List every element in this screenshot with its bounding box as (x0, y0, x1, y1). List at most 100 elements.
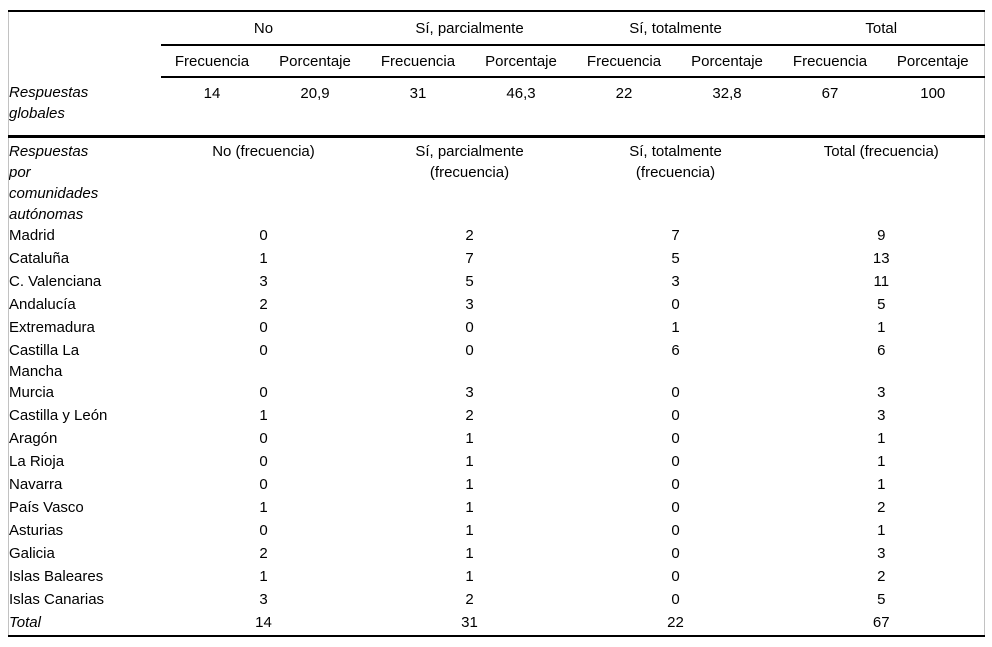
value-si-totalmente: 7 (671, 227, 680, 244)
subheader-porcentaje: Porcentaje (675, 45, 779, 78)
value-no: 0 (259, 227, 268, 244)
table-row: Galicia 2 1 0 3 (9, 543, 985, 566)
global-value: 20,9 (263, 77, 367, 138)
table-row: Extremadura 0 0 1 1 (9, 317, 985, 340)
value-si-totalmente: 1 (671, 319, 680, 336)
value-si-parcialmente: 0 (465, 319, 474, 336)
global-value: 14 (160, 77, 264, 138)
value-total: 5 (877, 591, 886, 608)
region-label: Andalucía (9, 296, 76, 313)
value-no: 0 (259, 384, 268, 401)
value-no: 3 (259, 591, 268, 608)
row-label-total: Total (8, 612, 161, 637)
value-si-parcialmente: 1 (465, 522, 474, 539)
table-row: Castilla y León 1 2 0 3 (9, 405, 985, 428)
total-value-si-parcialmente: 31 (366, 612, 573, 637)
header-section: No Sí, parcialmente Sí, totalmente Total… (8, 10, 985, 226)
table-row: Islas Baleares 1 1 0 2 (9, 566, 985, 589)
value-si-totalmente: 0 (671, 476, 680, 493)
table-row: Castilla La Mancha 0 0 6 6 (9, 340, 985, 382)
region-label: Aragón (9, 430, 58, 447)
group-header-si-totalmente: Sí, totalmente (572, 10, 779, 46)
value-total: 1 (877, 453, 886, 470)
value-total: 6 (877, 342, 886, 359)
value-si-totalmente: 0 (671, 522, 680, 539)
table-row: País Vasco 1 1 0 2 (9, 497, 985, 520)
global-value: 67 (778, 77, 882, 138)
column-header-no-frecuencia: No (frecuencia) (212, 143, 315, 160)
regions-section: Madrid 0 2 7 9 Cataluña 1 7 5 1 3 C. Vale… (9, 225, 985, 612)
value-no: 1 (259, 499, 268, 516)
value-si-totalmente: 0 (671, 545, 680, 562)
group-header-total: Total (778, 10, 985, 46)
value-si-parcialmente: 1 (465, 476, 474, 493)
value-si-parcialmente: 5 (465, 273, 474, 290)
subheader-porcentaje: Porcentaje (881, 45, 985, 78)
region-label: Navarra (9, 476, 63, 493)
value-total: 2 (877, 499, 886, 516)
value-no: 1 (259, 250, 268, 267)
table-row: Asturias 0 1 0 1 (9, 520, 985, 543)
value-no: 1 (259, 407, 268, 424)
table-row: Navarra 0 1 0 1 (9, 474, 985, 497)
value-si-totalmente: 6 (671, 342, 680, 359)
value-si-parcialmente: 1 (465, 499, 474, 516)
value-si-totalmente: 0 (671, 591, 680, 608)
region-label: Murcia (9, 384, 55, 401)
value-si-parcialmente: 0 (465, 342, 474, 359)
subheader-frecuencia: Frecuencia (778, 45, 882, 78)
total-row: Total 14 31 22 67 (8, 612, 985, 637)
value-si-totalmente: 0 (671, 499, 680, 516)
value-no: 0 (259, 342, 268, 359)
value-total: 11 (873, 273, 890, 290)
global-value: 46,3 (469, 77, 573, 138)
subheader-frecuencia: Frecuencia (366, 45, 470, 78)
value-si-parcialmente: 7 (465, 250, 474, 267)
region-label: Islas Canarias (9, 591, 105, 608)
row-label-respuestas-globales: Respuestas globales (8, 77, 161, 138)
region-label: Madrid (9, 227, 55, 244)
region-label: Castilla La Mancha (9, 342, 80, 380)
value-si-totalmente: 3 (671, 273, 680, 290)
subheader-porcentaje: Porcentaje (263, 45, 367, 78)
global-value: 22 (572, 77, 676, 138)
value-no: 0 (259, 522, 268, 539)
global-value: 32,8 (675, 77, 779, 138)
value-si-parcialmente: 2 (465, 227, 474, 244)
results-table: No Sí, parcialmente Sí, totalmente Total… (8, 10, 986, 637)
value-si-totalmente: 0 (671, 296, 680, 313)
region-label: Cataluña (9, 250, 70, 267)
global-value: 100 (881, 77, 985, 138)
group-header-row: No Sí, parcialmente Sí, totalmente Total (8, 10, 985, 46)
subheader-porcentaje: Porcentaje (469, 45, 573, 78)
column-header-si-totalmente-frecuencia: Sí, totalmente (frecuencia) (629, 143, 722, 181)
value-si-parcialmente: 2 (465, 407, 474, 424)
region-label: Castilla y León (9, 407, 108, 424)
region-label: Extremadura (9, 319, 95, 336)
group-header-no: No (160, 10, 367, 46)
table-row: C. Valenciana 3 5 3 11 (9, 271, 985, 294)
value-total: 1 (877, 476, 886, 493)
table-row: Andalucía 2 3 0 5 (9, 294, 985, 317)
row-label-respuestas-por-comunidades: Respuestas por comunidades autónomas (9, 143, 99, 223)
value-si-totalmente: 0 (671, 568, 680, 585)
subheader-frecuencia: Frecuencia (160, 45, 264, 78)
corner-spacer-cell (9, 45, 161, 77)
value-total: 1 (877, 319, 886, 336)
value-no: 2 (259, 545, 268, 562)
value-no: 0 (259, 453, 268, 470)
global-responses-row: Respuestas globales 14 20,9 31 46,3 22 3… (8, 77, 985, 138)
value-si-parcialmente: 3 (465, 384, 474, 401)
section2-header-row: Respuestas por comunidades autónomas No … (9, 137, 985, 226)
value-si-parcialmente: 1 (465, 453, 474, 470)
value-si-parcialmente: 1 (465, 430, 474, 447)
subheader-frecuencia: Frecuencia (572, 45, 676, 78)
value-total: 1 (877, 522, 886, 539)
corner-spacer-cell (8, 10, 161, 45)
value-si-totalmente: 0 (671, 430, 680, 447)
value-total: 3 (877, 384, 886, 401)
table-row: Madrid 0 2 7 9 (9, 225, 985, 248)
column-header-total-frecuencia: Total (frecuencia) (823, 143, 939, 160)
value-total: 3 (877, 407, 886, 424)
